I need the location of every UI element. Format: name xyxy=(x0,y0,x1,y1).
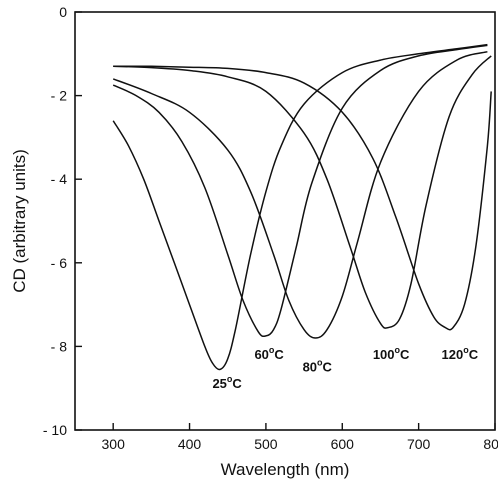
y-tick-label: - 6 xyxy=(51,255,68,271)
y-tick-label: - 10 xyxy=(43,422,67,438)
y-tick-labels: 0 - 2 - 4 - 6 - 8 - 10 xyxy=(43,4,67,438)
temperature-label: 120oC xyxy=(442,345,479,362)
axis-ticks xyxy=(75,11,496,431)
x-tick-label: 500 xyxy=(254,436,278,452)
plot-frame xyxy=(74,11,496,431)
series-line xyxy=(112,50,488,339)
y-tick-label: - 8 xyxy=(51,338,68,354)
x-tick-label: 600 xyxy=(331,436,355,452)
y-tick-label: - 2 xyxy=(51,88,68,104)
x-tick-label: 700 xyxy=(407,436,431,452)
x-tick-label: 400 xyxy=(178,436,202,452)
temperature-labels: 25oC 60oC 80oC 100oC 120oC xyxy=(212,345,478,391)
x-tick-label: 800 xyxy=(483,436,498,452)
x-tick-label: 300 xyxy=(102,436,126,452)
spectra-curves xyxy=(112,43,492,371)
series-line xyxy=(113,55,492,329)
series-line xyxy=(112,44,488,338)
x-tick-labels: 300 400 500 600 700 800 xyxy=(102,436,498,452)
temperature-label: 80oC xyxy=(303,357,333,374)
temperature-label: 100oC xyxy=(373,345,410,362)
y-tick-label: - 4 xyxy=(51,171,68,187)
temperature-label: 60oC xyxy=(254,345,284,362)
y-axis-title: CD (arbitrary units) xyxy=(10,149,29,293)
x-axis-title: Wavelength (nm) xyxy=(221,460,350,479)
series-line xyxy=(113,65,492,331)
temperature-label: 25oC xyxy=(212,374,242,391)
series-line xyxy=(112,43,488,371)
y-tick-label: 0 xyxy=(59,4,67,20)
